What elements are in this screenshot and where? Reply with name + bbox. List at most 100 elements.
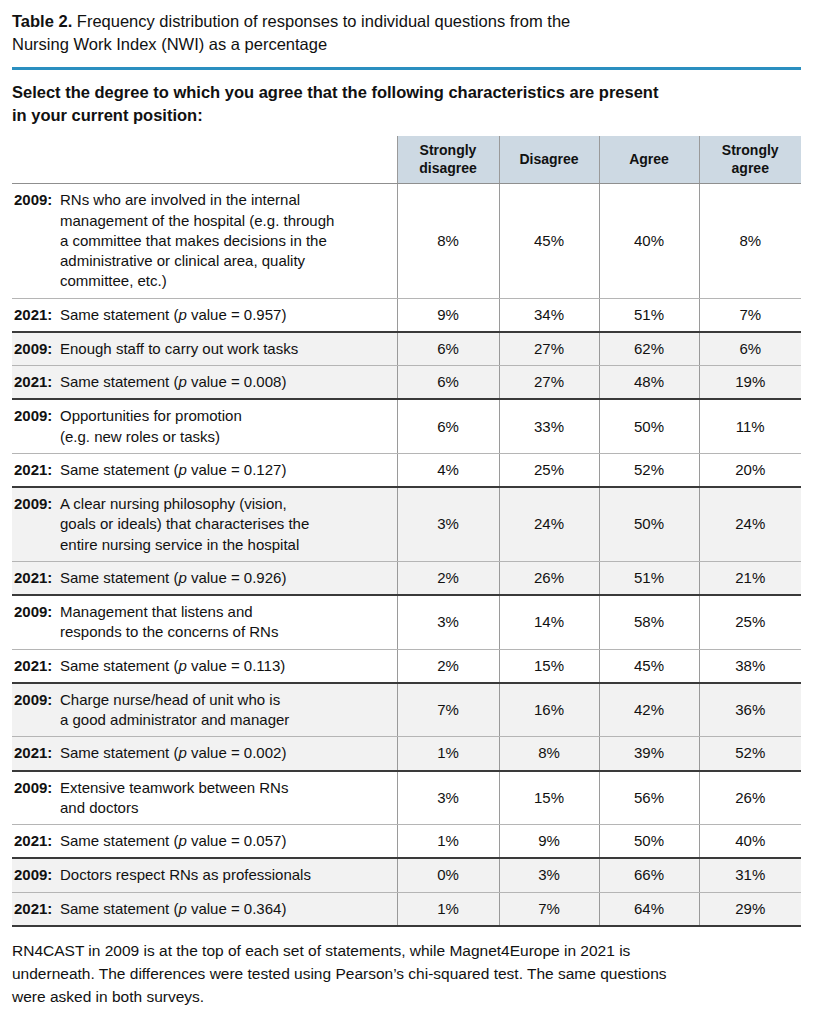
header-strongly-agree: Strongly agree bbox=[699, 136, 801, 184]
value-cell: 7% bbox=[699, 298, 801, 332]
table-row: 2021: Same statement (p value = 0.957) 9… bbox=[12, 298, 801, 332]
value-cell: 50% bbox=[599, 399, 699, 453]
row-year: 2009: bbox=[14, 778, 60, 798]
question-heading: Select the degree to which you agree tha… bbox=[12, 81, 801, 127]
statement-layout: 2009: Opportunities for promotion (e.g. … bbox=[14, 406, 393, 447]
statement-pre: Enough staff to carry out work tasks bbox=[60, 340, 298, 357]
statement-text: A clear nursing philosophy (vision, goal… bbox=[60, 494, 393, 555]
table-row: 2021: Same statement (p value = 0.008) 6… bbox=[12, 366, 801, 400]
statement-italic: p bbox=[178, 569, 186, 586]
statement-layout: 2021: Same statement (p value = 0.957) bbox=[14, 305, 393, 325]
table-row: 2021: Same statement (p value = 0.113) 2… bbox=[12, 649, 801, 683]
statement-layout: 2021: Same statement (p value = 0.127) bbox=[14, 460, 393, 480]
statement-layout: 2021: Same statement (p value = 0.057) bbox=[14, 831, 393, 851]
value-cell: 24% bbox=[699, 487, 801, 561]
value-cell: 66% bbox=[599, 858, 699, 892]
statement-layout: 2021: Same statement (p value = 0.113) bbox=[14, 656, 393, 676]
page: Table 2. Frequency distribution of respo… bbox=[0, 0, 813, 1024]
value-cell: 21% bbox=[699, 561, 801, 595]
row-year: 2009: bbox=[14, 190, 60, 210]
statement-cell: 2021: Same statement (p value = 0.002) bbox=[12, 737, 397, 771]
header-strongly-disagree: Strongly disagree bbox=[397, 136, 499, 184]
statement-italic: p bbox=[178, 900, 186, 917]
table-row: 2009: Doctors respect RNs as professiona… bbox=[12, 858, 801, 892]
table-row: 2021: Same statement (p value = 0.057) 1… bbox=[12, 825, 801, 859]
statement-pre: Doctors respect RNs as professionals bbox=[60, 866, 311, 883]
header-disagree: Disagree bbox=[499, 136, 599, 184]
statement-post: value = 0.957) bbox=[187, 306, 287, 323]
value-cell: 2% bbox=[397, 561, 499, 595]
statement-post: value = 0.364) bbox=[187, 900, 287, 917]
row-year: 2009: bbox=[14, 865, 60, 885]
value-cell: 6% bbox=[699, 332, 801, 366]
value-cell: 0% bbox=[397, 858, 499, 892]
top-divider-rule bbox=[12, 67, 801, 70]
value-cell: 6% bbox=[397, 399, 499, 453]
value-cell: 11% bbox=[699, 399, 801, 453]
statement-pre: Charge nurse/head of unit who is a good … bbox=[60, 691, 289, 728]
statement-italic: p bbox=[178, 306, 186, 323]
statement-text: Same statement (p value = 0.957) bbox=[60, 305, 393, 325]
value-cell: 8% bbox=[397, 184, 499, 298]
nwi-frequency-table: Strongly disagree Disagree Agree Strongl… bbox=[12, 136, 801, 927]
value-cell: 19% bbox=[699, 366, 801, 400]
statement-pre: Same statement ( bbox=[60, 569, 178, 586]
table-row: 2009: Opportunities for promotion (e.g. … bbox=[12, 399, 801, 453]
value-cell: 24% bbox=[499, 487, 599, 561]
table-row: 2009: Extensive teamwork between RNs and… bbox=[12, 771, 801, 825]
value-cell: 8% bbox=[499, 737, 599, 771]
value-cell: 29% bbox=[699, 892, 801, 926]
statement-italic: p bbox=[178, 744, 186, 761]
value-cell: 45% bbox=[499, 184, 599, 298]
statement-pre: Same statement ( bbox=[60, 900, 178, 917]
value-cell: 39% bbox=[599, 737, 699, 771]
statement-italic: p bbox=[178, 832, 186, 849]
header-agree: Agree bbox=[599, 136, 699, 184]
statement-text: Same statement (p value = 0.127) bbox=[60, 460, 393, 480]
statement-layout: 2009: RNs who are involved in the intern… bbox=[14, 190, 393, 291]
statement-italic: p bbox=[178, 461, 186, 478]
statement-cell: 2009: Management that listens and respon… bbox=[12, 595, 397, 649]
statement-cell: 2021: Same statement (p value = 0.364) bbox=[12, 892, 397, 926]
value-cell: 6% bbox=[397, 332, 499, 366]
statement-cell: 2021: Same statement (p value = 0.057) bbox=[12, 825, 397, 859]
row-year: 2021: bbox=[14, 568, 60, 588]
statement-cell: 2009: Opportunities for promotion (e.g. … bbox=[12, 399, 397, 453]
statement-text: Doctors respect RNs as professionals bbox=[60, 865, 393, 885]
statement-cell: 2009: A clear nursing philosophy (vision… bbox=[12, 487, 397, 561]
statement-post: value = 0.926) bbox=[187, 569, 287, 586]
statement-text: Extensive teamwork between RNs and docto… bbox=[60, 778, 393, 819]
statement-post: value = 0.008) bbox=[187, 373, 287, 390]
value-cell: 9% bbox=[499, 825, 599, 859]
statement-cell: 2021: Same statement (p value = 0.926) bbox=[12, 561, 397, 595]
statement-layout: 2021: Same statement (p value = 0.002) bbox=[14, 743, 393, 763]
value-cell: 20% bbox=[699, 453, 801, 487]
value-cell: 27% bbox=[499, 332, 599, 366]
header-corner-cell bbox=[12, 136, 397, 184]
value-cell: 1% bbox=[397, 737, 499, 771]
value-cell: 52% bbox=[699, 737, 801, 771]
value-cell: 56% bbox=[599, 771, 699, 825]
statement-pre: Same statement ( bbox=[60, 744, 178, 761]
statement-pre: Same statement ( bbox=[60, 306, 178, 323]
value-cell: 38% bbox=[699, 649, 801, 683]
table-title-text: Frequency distribution of responses to i… bbox=[12, 12, 570, 53]
statement-text: Same statement (p value = 0.008) bbox=[60, 372, 393, 392]
table-row: 2021: Same statement (p value = 0.127) 4… bbox=[12, 453, 801, 487]
table-body: 2009: RNs who are involved in the intern… bbox=[12, 184, 801, 926]
statement-cell: 2009: Enough staff to carry out work tas… bbox=[12, 332, 397, 366]
statement-layout: 2009: Extensive teamwork between RNs and… bbox=[14, 778, 393, 819]
value-cell: 51% bbox=[599, 561, 699, 595]
value-cell: 26% bbox=[699, 771, 801, 825]
row-year: 2021: bbox=[14, 743, 60, 763]
statement-text: Same statement (p value = 0.002) bbox=[60, 743, 393, 763]
statement-pre: Opportunities for promotion (e.g. new ro… bbox=[60, 407, 242, 444]
statement-italic: p bbox=[178, 657, 186, 674]
row-year: 2021: bbox=[14, 460, 60, 480]
statement-cell: 2009: RNs who are involved in the intern… bbox=[12, 184, 397, 298]
row-year: 2009: bbox=[14, 406, 60, 426]
statement-cell: 2009: Doctors respect RNs as professiona… bbox=[12, 858, 397, 892]
row-year: 2009: bbox=[14, 690, 60, 710]
table-row: 2009: Charge nurse/head of unit who is a… bbox=[12, 683, 801, 737]
statement-cell: 2009: Extensive teamwork between RNs and… bbox=[12, 771, 397, 825]
